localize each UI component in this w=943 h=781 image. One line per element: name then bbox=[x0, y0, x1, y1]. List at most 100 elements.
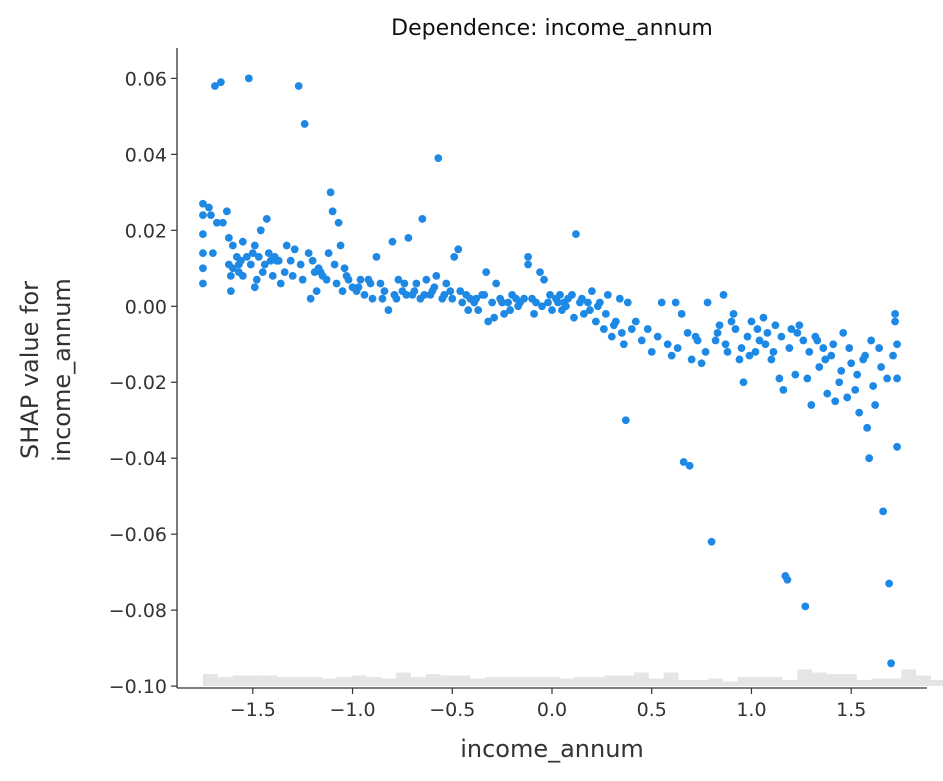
data-point bbox=[891, 317, 899, 326]
data-point bbox=[761, 340, 770, 349]
data-point bbox=[795, 321, 804, 330]
data-point bbox=[601, 309, 610, 318]
data-point bbox=[472, 294, 481, 303]
data-point bbox=[244, 74, 253, 83]
data-point bbox=[647, 347, 656, 356]
data-point bbox=[264, 249, 273, 257]
data-point bbox=[609, 321, 618, 330]
histogram-bar bbox=[648, 678, 664, 686]
data-point bbox=[578, 294, 586, 303]
data-point bbox=[246, 260, 255, 269]
histogram-bar bbox=[782, 680, 798, 686]
data-point bbox=[238, 237, 247, 246]
data-point bbox=[737, 344, 746, 352]
data-point bbox=[851, 385, 860, 394]
data-point bbox=[747, 317, 756, 326]
data-point bbox=[224, 234, 233, 242]
data-point bbox=[262, 215, 271, 223]
data-point bbox=[258, 268, 267, 276]
data-point bbox=[430, 283, 439, 292]
data-point bbox=[454, 245, 463, 254]
data-point bbox=[504, 298, 513, 307]
x-axis-ticks: −1.5 −1.0 −0.5 0.0 0.5 1.0 1.5 bbox=[230, 688, 866, 721]
data-point bbox=[793, 328, 802, 337]
x-tick-label: −1.5 bbox=[230, 699, 276, 721]
data-point bbox=[751, 347, 760, 356]
data-point bbox=[360, 290, 369, 299]
data-point bbox=[322, 275, 331, 284]
data-point bbox=[580, 309, 588, 318]
data-point bbox=[211, 82, 219, 90]
data-point bbox=[663, 340, 672, 349]
data-point bbox=[879, 507, 888, 516]
data-point bbox=[498, 298, 507, 307]
data-point bbox=[440, 290, 449, 299]
data-point bbox=[432, 271, 441, 280]
data-point bbox=[869, 382, 878, 390]
data-point bbox=[775, 374, 784, 383]
data-point bbox=[731, 325, 740, 333]
data-point bbox=[492, 279, 501, 288]
data-point bbox=[845, 344, 854, 352]
data-point bbox=[448, 294, 457, 303]
data-point bbox=[803, 374, 812, 383]
y-tick-label: 0.02 bbox=[125, 220, 167, 242]
data-point bbox=[250, 241, 259, 250]
data-point bbox=[805, 347, 814, 356]
data-point bbox=[735, 355, 744, 364]
data-point bbox=[584, 298, 592, 307]
data-point bbox=[342, 271, 351, 280]
data-point bbox=[330, 260, 339, 269]
histogram-bar bbox=[396, 672, 411, 686]
data-point bbox=[402, 290, 411, 299]
data-point bbox=[617, 328, 626, 337]
data-point bbox=[713, 328, 722, 337]
data-point bbox=[865, 454, 874, 463]
data-point bbox=[304, 249, 313, 257]
data-point bbox=[205, 203, 213, 212]
histogram-bar bbox=[723, 681, 738, 686]
data-point bbox=[252, 275, 261, 284]
histogram-bar bbox=[559, 678, 575, 686]
data-point bbox=[480, 290, 489, 299]
data-point bbox=[863, 423, 872, 432]
data-point bbox=[328, 207, 337, 216]
histogram-bar bbox=[410, 677, 426, 686]
data-point bbox=[837, 366, 846, 375]
histogram-bar bbox=[708, 678, 724, 686]
data-point bbox=[209, 249, 217, 257]
data-point bbox=[199, 199, 207, 208]
data-point bbox=[679, 458, 688, 466]
data-point bbox=[843, 393, 852, 402]
data-point bbox=[839, 328, 848, 337]
data-point bbox=[400, 279, 409, 288]
histogram-bar bbox=[574, 677, 590, 686]
data-point bbox=[530, 309, 538, 318]
data-point bbox=[807, 401, 816, 409]
histogram-bar bbox=[619, 675, 634, 686]
data-point bbox=[199, 211, 207, 220]
data-point bbox=[627, 325, 636, 333]
data-point bbox=[216, 78, 225, 87]
histogram-bar bbox=[886, 678, 902, 686]
data-point bbox=[294, 82, 303, 90]
data-point bbox=[434, 154, 443, 163]
histogram-bar bbox=[336, 677, 352, 686]
histogram-bar bbox=[321, 678, 337, 686]
data-point bbox=[228, 241, 237, 250]
data-point bbox=[316, 268, 325, 276]
histogram-bar bbox=[217, 677, 233, 686]
data-point bbox=[248, 249, 257, 257]
data-point bbox=[376, 279, 385, 288]
histogram-bar bbox=[485, 677, 501, 686]
data-point bbox=[524, 260, 532, 269]
histogram-bar bbox=[916, 675, 932, 686]
histogram-bar bbox=[841, 674, 857, 686]
data-point bbox=[607, 332, 616, 341]
data-point bbox=[831, 397, 840, 406]
data-point bbox=[378, 294, 387, 303]
data-point bbox=[813, 336, 822, 345]
data-point bbox=[771, 321, 780, 330]
data-point bbox=[506, 306, 515, 314]
